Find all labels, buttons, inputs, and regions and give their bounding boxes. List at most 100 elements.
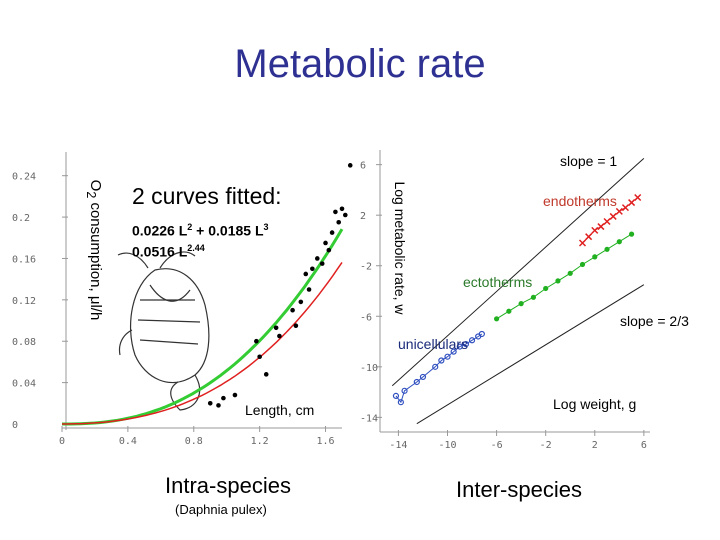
data-point [310, 266, 315, 272]
unicellulars-point [456, 343, 463, 350]
right-x-tick-label: -14 [389, 440, 407, 451]
daphnia-illustration [117, 251, 210, 411]
unicellulars-point [438, 357, 445, 364]
data-point [319, 261, 325, 266]
data-point [298, 299, 304, 305]
data-point [232, 392, 238, 398]
right-x-tick-label: 6 [641, 440, 647, 451]
data-point [303, 271, 309, 277]
endotherms-label: endotherms [543, 193, 617, 209]
endotherms-point [591, 226, 599, 234]
unicellulars-point [413, 378, 420, 386]
left-y-tick-label: 0 [12, 420, 18, 431]
left-subcaption: (Daphnia pulex) [175, 502, 267, 517]
endotherms-point [578, 239, 587, 247]
slope-2-3-line [416, 284, 645, 425]
ectotherms-point [567, 270, 573, 276]
left-y-tick-label: 0.08 [12, 337, 36, 348]
data-point [273, 325, 279, 331]
unicellulars-label: unicellulars [398, 336, 469, 352]
data-point [339, 206, 345, 212]
left-caption: Intra-species [165, 473, 291, 498]
endotherms-point [585, 233, 593, 241]
data-point [257, 354, 262, 360]
data-point [277, 333, 282, 339]
left-y-tick-label: 0.12 [12, 296, 36, 307]
ectotherms-point [518, 301, 524, 307]
slope-1-line [391, 157, 645, 387]
left-x-tick-label: 0 [59, 436, 65, 447]
data-point [254, 338, 259, 344]
endotherms-point [621, 204, 629, 212]
endotherms-point [609, 212, 617, 220]
right-y-tick-label: 6 [360, 161, 366, 172]
endotherms-point [634, 193, 642, 202]
right-y-tick-label: -2 [360, 262, 372, 273]
page-title: Metabolic rate [234, 42, 486, 86]
data-point [314, 256, 320, 261]
ectotherms-point [579, 261, 586, 268]
right-x-tick-label: -10 [438, 440, 456, 451]
fit-formula-2: 0.0516 L2.44 [132, 243, 205, 260]
ectotherms-point [592, 254, 598, 260]
unicellulars-point [444, 353, 451, 360]
unicellulars-point [462, 340, 470, 348]
left-x-tick-label: 1.6 [316, 436, 334, 447]
data-point [207, 401, 213, 406]
unicellulars-point [392, 392, 400, 399]
fit-formula-1-exp1: 2 [187, 222, 193, 232]
left-x-axis-label: Length, cm [245, 402, 315, 418]
right-x-axis-label: Log weight, g [553, 396, 637, 412]
data-point [216, 403, 221, 408]
left-x-tick-label: 1.2 [251, 436, 269, 447]
slope-1-label: slope = 1 [560, 153, 618, 169]
ectotherms-point [555, 278, 561, 284]
fit-formula-1-base: 0.0226 L [132, 222, 188, 239]
ectotherms-point [628, 231, 635, 237]
data-point [347, 163, 353, 168]
data-point [342, 212, 348, 218]
ectotherms-point [543, 285, 549, 292]
right-y-tick-label: -10 [360, 363, 378, 374]
right-caption: Inter-species [456, 477, 582, 502]
unicellulars-point [401, 387, 408, 394]
unicellulars-point [419, 373, 427, 381]
endotherms-point [615, 207, 623, 215]
right-y-tick-label: -6 [360, 312, 372, 323]
daphnia-stroke [149, 284, 191, 302]
fit-formula-1: 0.0226 L2 + 0.0185 L3 [132, 222, 269, 239]
unicellulars-point [432, 363, 439, 370]
data-point [333, 209, 338, 215]
fit-formula-2-exp: 2.44 [187, 243, 205, 253]
ectotherms-point [616, 239, 622, 245]
left-y-tick-label: 0.16 [12, 254, 36, 265]
ectotherms-point [604, 246, 610, 252]
left-y-tick-label: 0.24 [12, 172, 36, 183]
left-y-tick-label: 0.04 [12, 379, 36, 390]
endotherms-point [597, 223, 605, 231]
slope-2-3-label: slope = 2/3 [620, 313, 689, 329]
data-point [323, 240, 328, 246]
left-x-tick-label: 0.4 [119, 436, 137, 447]
data-point [221, 395, 226, 401]
unicellulars-point [450, 348, 457, 355]
fit-formula-1-exp2: 3 [263, 222, 269, 232]
left-x-tick-label: 0.8 [185, 436, 203, 447]
right-y-tick-label: -14 [360, 413, 378, 424]
fit-heading: 2 curves fitted: [132, 183, 282, 209]
ectotherms-point [493, 316, 500, 322]
unicellulars-point [478, 330, 485, 338]
right-y-tick-label: 2 [360, 211, 366, 222]
ectotherms-point [530, 294, 537, 300]
right-y-axis-label: Log metabolic rate, w [392, 181, 408, 315]
endotherms-point [628, 199, 636, 207]
data-point [263, 372, 269, 377]
right-x-tick-label: -2 [540, 440, 552, 451]
data-point [336, 219, 342, 225]
data-point [290, 307, 295, 313]
right-x-tick-label: 2 [592, 440, 598, 451]
data-point [329, 230, 335, 235]
left-y-tick-label: 0.2 [12, 213, 30, 224]
